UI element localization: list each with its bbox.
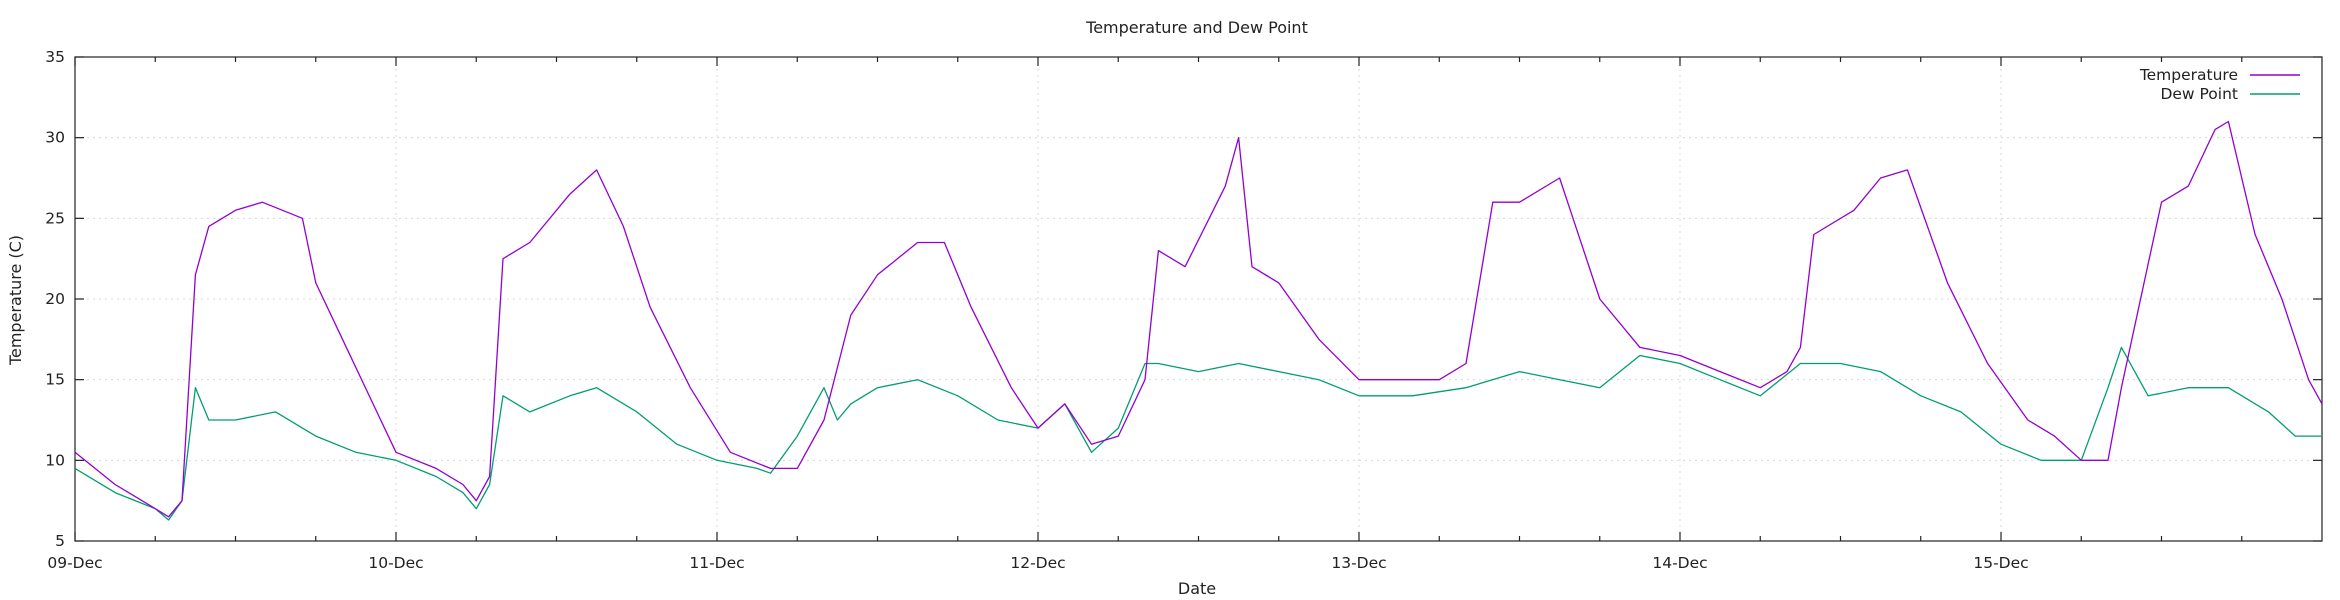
- series-line-dew-point: [74, 346, 2322, 521]
- legend-label-temperature: Temperature: [2139, 66, 2238, 84]
- y-tick-label: 5: [55, 532, 65, 550]
- y-axis: 5 10 15 20 25 30 35: [45, 48, 2322, 550]
- x-axis-label: Date: [1178, 579, 1216, 598]
- series-line-temperature: [74, 120, 2323, 518]
- x-tick-label: 14-Dec: [1652, 554, 1707, 572]
- legend-label-dew-point: Dew Point: [2160, 85, 2238, 103]
- y-tick-label: 30: [45, 129, 65, 147]
- x-tick-label: 09-Dec: [47, 554, 102, 572]
- x-tick-label: 15-Dec: [1973, 554, 2028, 572]
- grid: [75, 57, 2322, 541]
- y-tick-label: 20: [45, 290, 65, 308]
- x-axis: 09-Dec 10-Dec 11-Dec 12-Dec 13-Dec 14-Dec 15-D…: [47, 57, 2243, 572]
- y-tick-label: 15: [45, 371, 65, 389]
- series-group: [74, 120, 2323, 521]
- x-tick-label: 10-Dec: [368, 554, 423, 572]
- y-axis-label: Temperature (C): [6, 235, 25, 366]
- x-tick-label: 11-Dec: [689, 554, 744, 572]
- y-tick-label: 35: [45, 48, 65, 66]
- chart-title: Temperature and Dew Point: [1085, 18, 1308, 37]
- y-tick-label: 10: [45, 451, 65, 469]
- y-tick-label: 25: [45, 209, 65, 227]
- x-tick-label: 12-Dec: [1010, 554, 1065, 572]
- x-tick-label: 13-Dec: [1331, 554, 1386, 572]
